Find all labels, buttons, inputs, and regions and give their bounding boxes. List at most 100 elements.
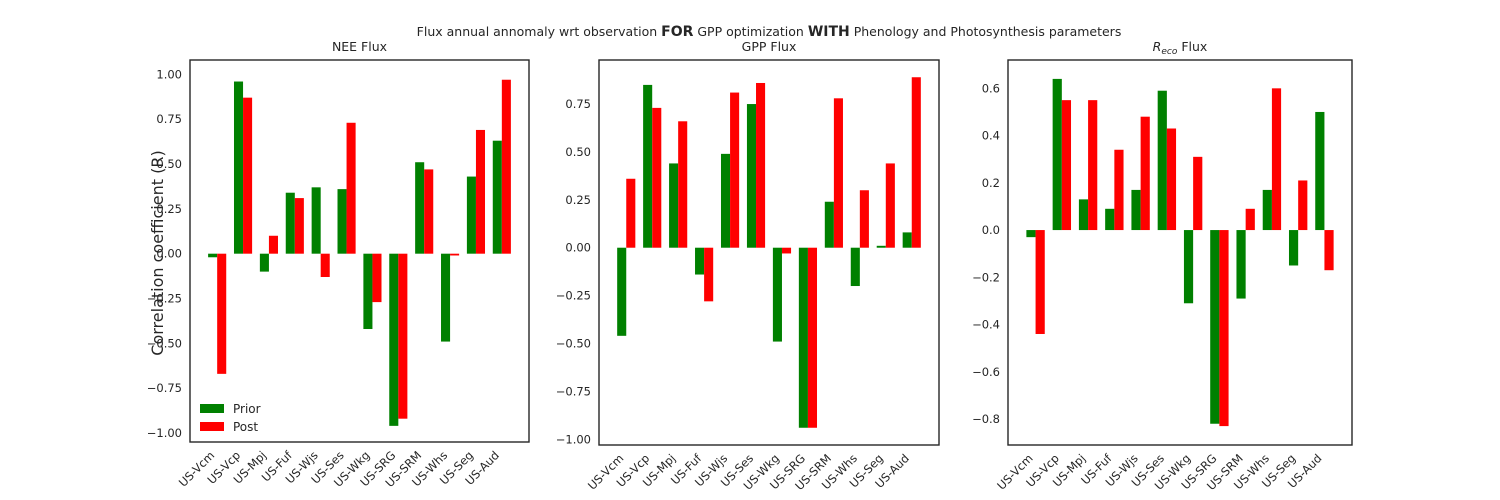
bar-prior-us-vcp	[1052, 78, 1062, 231]
bar-prior-us-ses	[746, 104, 757, 248]
chart-panels: NEE FluxUS-VcmUS-VcpUS-MpjUS-FufUS-WjsUS…	[147, 39, 1353, 493]
panel-title-sub: eco	[1161, 47, 1177, 57]
bar-post-us-seg	[1298, 180, 1308, 231]
bar-prior-us-wkg	[1183, 230, 1194, 304]
bar-prior-us-whs	[441, 253, 451, 342]
suptitle-part: FOR	[661, 24, 693, 40]
bar-post-us-vcp	[652, 107, 662, 248]
suptitle-part: GPP optimization	[693, 24, 807, 39]
bar-prior-us-srm	[415, 162, 425, 254]
bar-prior-us-aud	[492, 140, 502, 254]
y-tick-label: 0.00	[565, 241, 591, 255]
y-tick-label: −0.6	[972, 365, 1000, 379]
bar-post-us-whs	[1271, 88, 1282, 231]
y-tick-label: −0.2	[972, 270, 1000, 284]
bar-post-us-srg	[398, 253, 408, 419]
bar-post-us-seg	[475, 129, 486, 254]
bar-prior-us-srg	[1210, 230, 1220, 424]
bar-post-us-ses	[1166, 128, 1177, 231]
bar-post-us-mpj	[1088, 100, 1098, 231]
bar-post-us-fuf	[704, 247, 714, 302]
bar-post-us-srm	[424, 169, 434, 254]
suptitle-part: WITH	[808, 24, 850, 40]
y-tick-label: −0.50	[556, 336, 591, 350]
bar-post-us-vcp	[1061, 100, 1072, 231]
y-tick-label: −1.00	[556, 432, 591, 446]
bar-prior-us-srg	[798, 247, 808, 428]
bar-post-us-vcm	[217, 253, 227, 374]
bar-prior-us-srm	[824, 201, 834, 248]
bar-prior-us-mpj	[259, 253, 269, 272]
y-axis-label: Correlation coefficient (R)	[148, 150, 167, 355]
bar-prior-us-seg	[1288, 230, 1299, 266]
bar-prior-us-wjs	[1131, 189, 1141, 231]
bar-post-us-srm	[1245, 208, 1255, 231]
bar-prior-us-srg	[389, 253, 399, 426]
panel-title-rest: Flux	[1177, 39, 1207, 54]
bar-post-us-aud	[501, 79, 511, 254]
bar-post-us-whs	[859, 190, 869, 248]
suptitle-part: Phenology and Photosynthesis parameters	[850, 24, 1122, 39]
bar-prior-us-ses	[1157, 90, 1167, 231]
bar-prior-us-aud	[1315, 111, 1325, 231]
bar-post-us-wkg	[1193, 156, 1203, 231]
bar-prior-us-mpj	[1078, 199, 1089, 231]
figure-suptitle: Flux annual annomaly wrt observation FOR…	[417, 24, 1122, 40]
panel-1: NEE FluxUS-VcmUS-VcpUS-MpjUS-FufUS-WjsUS…	[147, 39, 530, 490]
y-tick-label: 0.50	[156, 157, 182, 171]
bar-prior-us-seg	[876, 245, 886, 248]
bar-post-us-vcp	[243, 97, 253, 254]
bar-post-us-whs	[450, 253, 460, 256]
y-tick-label: 0.00	[156, 247, 182, 261]
bar-post-us-mpj	[268, 235, 278, 254]
panel-title-main: R	[1153, 39, 1162, 54]
bar-post-us-mpj	[678, 121, 688, 248]
bar-post-us-aud	[911, 77, 921, 248]
bar-post-us-vcm	[1035, 230, 1045, 334]
panel-title: NEE Flux	[332, 39, 387, 54]
y-tick-label: 0.0	[982, 223, 1000, 237]
y-tick-label: 0.6	[982, 81, 1000, 95]
bar-prior-us-wjs	[311, 187, 321, 254]
bar-prior-us-whs	[1262, 189, 1272, 231]
panel-title: GPP Flux	[742, 39, 797, 54]
legend-label-prior: Prior	[233, 402, 261, 416]
suptitle-part: Flux annual annomaly wrt observation	[417, 24, 661, 39]
y-tick-label: −0.25	[556, 289, 591, 303]
bar-prior-us-mpj	[669, 163, 679, 248]
y-tick-label: −0.25	[147, 292, 182, 306]
legend-swatch-prior	[200, 404, 224, 413]
bar-prior-us-fuf	[285, 192, 295, 254]
bar-post-us-srm	[833, 98, 843, 248]
panel-title: Reco Flux	[1153, 39, 1208, 57]
bar-prior-us-fuf	[695, 247, 705, 275]
bar-prior-us-wkg	[772, 247, 782, 342]
y-tick-label: −0.75	[556, 384, 591, 398]
bar-post-us-srg	[1219, 230, 1229, 427]
bar-post-us-fuf	[294, 198, 304, 254]
bar-prior-us-vcm	[617, 247, 627, 336]
bar-prior-us-seg	[466, 176, 476, 254]
legend-label-post: Post	[233, 420, 258, 434]
bar-post-us-wjs	[730, 92, 740, 248]
y-tick-label: 0.50	[565, 145, 591, 159]
panel-frame	[189, 59, 530, 443]
panel-frame	[1007, 59, 1353, 446]
bar-prior-us-aud	[902, 232, 912, 248]
panel-2: GPP FluxUS-VcmUS-VcpUS-MpjUS-FufUS-WjsUS…	[556, 39, 940, 493]
bar-post-us-vcm	[626, 178, 636, 248]
y-tick-label: 1.00	[156, 67, 182, 81]
y-tick-label: 0.75	[565, 97, 591, 111]
y-tick-label: −0.4	[972, 318, 1000, 332]
bar-prior-us-vcp	[643, 84, 653, 248]
panel-frame	[598, 59, 940, 446]
bar-post-us-wjs	[1140, 116, 1150, 231]
bar-prior-us-ses	[337, 189, 347, 254]
bar-post-us-aud	[1324, 230, 1334, 271]
legend-swatch-post	[200, 422, 224, 431]
y-tick-label: 0.25	[156, 202, 182, 216]
y-tick-label: −0.50	[147, 336, 182, 350]
bar-post-us-wkg	[781, 247, 792, 254]
y-tick-label: −1.00	[147, 426, 182, 440]
